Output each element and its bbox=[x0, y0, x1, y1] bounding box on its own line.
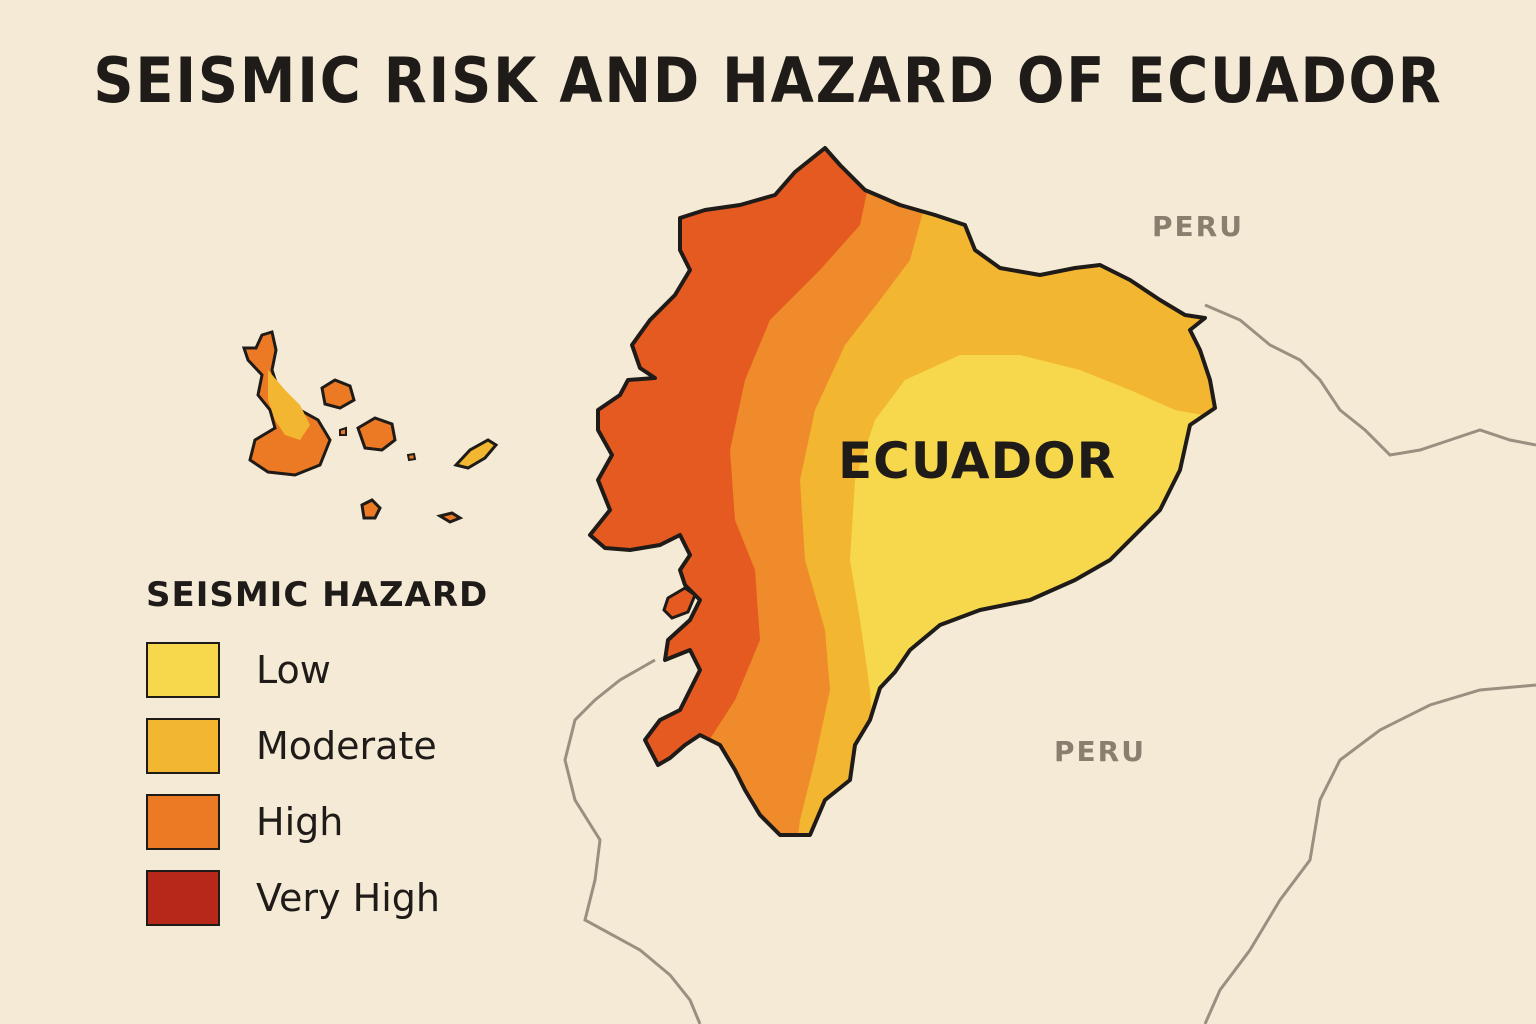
santa-cruz-island bbox=[356, 416, 397, 452]
legend-swatch-high bbox=[146, 794, 220, 850]
ecuador-outline bbox=[588, 146, 1217, 837]
santiago-island bbox=[320, 378, 356, 410]
peru-label-north: PERU bbox=[1152, 210, 1244, 243]
ecuador-label: ECUADOR bbox=[838, 432, 1117, 490]
isabela-inner bbox=[268, 370, 310, 440]
legend-label-moderate: Moderate bbox=[256, 724, 437, 768]
legend-item-high: High bbox=[146, 791, 506, 853]
border-line-north bbox=[1204, 303, 1536, 457]
small-islet-2 bbox=[406, 452, 417, 462]
san-cristobal-island bbox=[453, 438, 499, 470]
hazard-zones bbox=[590, 148, 1215, 835]
legend-title: SEISMIC HAZARD bbox=[146, 575, 489, 615]
puna-island bbox=[662, 586, 697, 620]
legend-item-very-high: Very High bbox=[146, 867, 506, 929]
map-title: SEISMIC RISK AND HAZARD OF ECUADOR bbox=[93, 44, 1443, 117]
legend-label-very-high: Very High bbox=[256, 876, 440, 920]
legend-swatch-moderate bbox=[146, 718, 220, 774]
legend-label-low: Low bbox=[256, 648, 331, 692]
small-islet-1 bbox=[339, 426, 347, 436]
legend-item-moderate: Moderate bbox=[146, 715, 506, 777]
legend-swatch-very-high bbox=[146, 870, 220, 926]
espanola-island bbox=[436, 511, 464, 524]
border-line-east bbox=[1203, 683, 1536, 1024]
legend-swatch-low bbox=[146, 642, 220, 698]
legend-label-high: High bbox=[256, 800, 344, 844]
galapagos-islands bbox=[241, 330, 499, 524]
peru-label-south: PERU bbox=[1054, 735, 1146, 768]
legend: SEISMIC HAZARD Low Moderate High Very Hi… bbox=[146, 575, 506, 943]
floreana-island bbox=[360, 498, 382, 520]
border-line-southwest bbox=[563, 658, 702, 1024]
legend-item-low: Low bbox=[146, 639, 506, 701]
